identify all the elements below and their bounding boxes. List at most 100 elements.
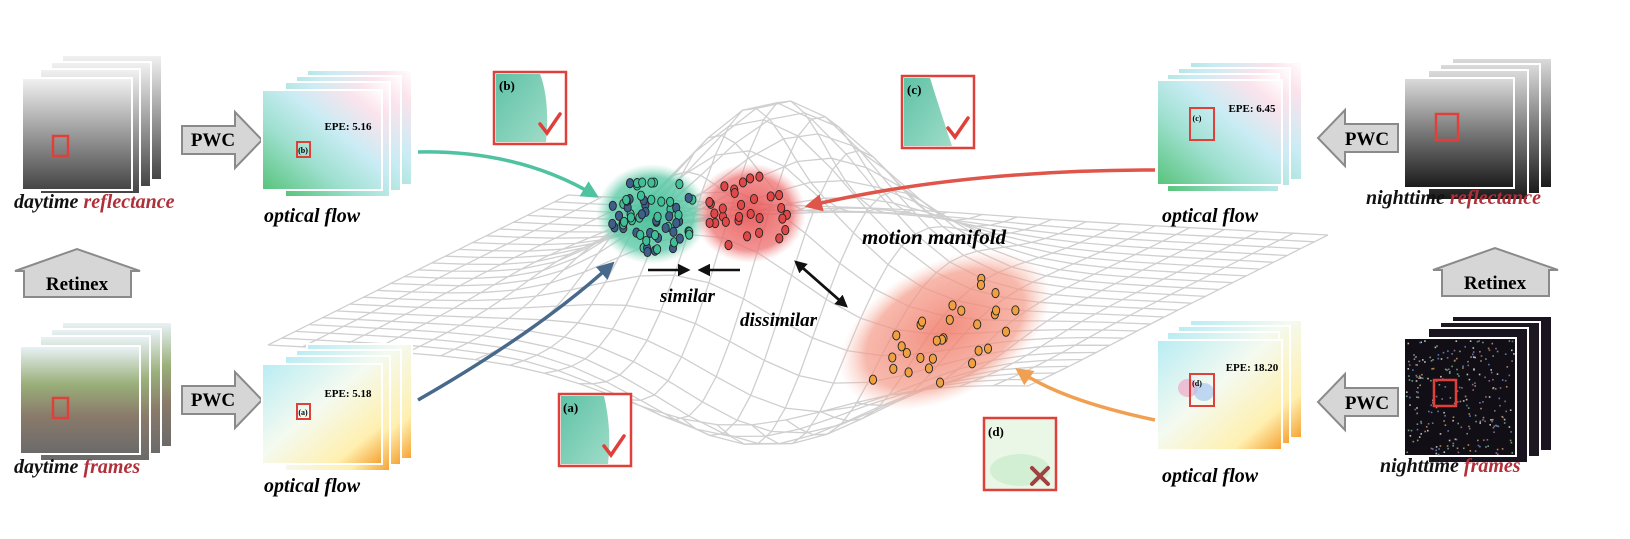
nighttime-reflectance-feature-point: [755, 227, 764, 238]
check-icon: [946, 116, 970, 140]
mesh-line: [544, 134, 845, 374]
nighttime-frames-caption: nighttime frames: [1380, 455, 1521, 477]
dissimilar-arrow-start: [794, 260, 847, 307]
daytime-feature-point: [625, 178, 635, 189]
mesh-line: [417, 119, 1179, 311]
daytime-feature-point: [636, 229, 645, 240]
zoom-patch-a: (a): [557, 392, 633, 468]
nighttime-reflectance-feature-point: [755, 213, 764, 224]
svg-text:Retinex: Retinex: [1464, 273, 1527, 294]
daytime-feature-point: [642, 235, 651, 246]
daytime-feature-point: [614, 210, 624, 221]
nighttime-frames-feature-point: [916, 352, 925, 363]
daytime-feature-point: [653, 211, 662, 222]
nighttime-reflectance-feature-point: [746, 208, 755, 220]
motion-manifold-mesh: [267, 100, 1329, 445]
nighttime-reflectance-stack: [1403, 57, 1553, 201]
nighttime-frames-feature-point: [892, 330, 901, 341]
arrow-daytime-frames-to-cluster: [417, 261, 615, 402]
pwc-arrow-top-left: PWC: [181, 109, 264, 171]
optical-flow-caption-bottom-left: optical flow: [264, 475, 361, 497]
nighttime-reflectance-feature-point: [710, 208, 719, 219]
daytime-feature-point: [638, 177, 647, 188]
arrow-daytime-reflectance-to-cluster: [417, 150, 599, 198]
nighttime-reflectance-feature-point: [746, 173, 755, 184]
nighttime-frames-feature-point: [957, 305, 966, 316]
nighttime-frames-feature-point: [968, 358, 977, 369]
daytime-feature-point: [637, 209, 646, 220]
daytime-feature-point: [666, 196, 675, 207]
nighttime-frames-feature-point: [1001, 326, 1011, 337]
arrow-nighttime-reflectance-to-cluster: [804, 168, 1156, 212]
mesh-line: [445, 100, 1206, 298]
nighttime-reflectance-feature-point: [738, 177, 748, 188]
mesh-line: [458, 112, 1219, 291]
optical-flow-caption-top-right: optical flow: [1162, 205, 1259, 227]
optical-flow-top-right: (c) EPE: 6.45: [1156, 61, 1303, 193]
nighttime-reflectance-feature-point: [720, 181, 729, 192]
optical-flow-caption-top-left: optical flow: [264, 205, 361, 227]
dissimilar-label: dissimilar: [740, 310, 818, 331]
daytime-feature-point: [622, 194, 631, 206]
nighttime-frames-feature-point: [976, 279, 986, 290]
daytime-feature-point: [657, 196, 666, 207]
nighttime-frames-feature-point: [983, 343, 993, 354]
svg-text:(c): (c): [907, 82, 921, 97]
epe-bottom-left: EPE: 5.18: [324, 388, 372, 400]
daytime-feature-point: [626, 212, 635, 223]
svg-text:PWC: PWC: [1345, 129, 1389, 150]
daytime-feature-point: [684, 192, 693, 203]
daytime-feature-point: [608, 200, 617, 211]
pwc-arrow-bottom-right: PWC: [1316, 371, 1399, 433]
daytime-frames-stack: [19, 321, 173, 462]
nighttime-frames-feature-point: [924, 363, 934, 374]
nighttime-reflectance-feature-point: [705, 217, 714, 228]
nighttime-reflectance-feature-point: [766, 191, 775, 202]
nighttime-reflectance-feature-point: [705, 197, 714, 208]
epe-top-right: EPE: 6.45: [1228, 103, 1276, 115]
motion-manifold-label: motion manifold: [862, 225, 1007, 249]
nighttime-reflectance-feature-point: [778, 213, 787, 224]
nighttime-frames-feature-point: [928, 353, 937, 364]
daytime-feature-point: [620, 216, 629, 227]
daytime-feature-point: [643, 246, 652, 258]
nighttime-reflectance-feature-point: [775, 233, 784, 244]
daytime-reflectance-stack: [21, 54, 163, 195]
daytime-feature-point: [661, 222, 670, 234]
svg-text:PWC: PWC: [191, 130, 235, 151]
daytime-frames-caption: daytime frames: [14, 456, 140, 478]
svg-text:Retinex: Retinex: [46, 274, 109, 295]
nighttime-reflectance-feature-point: [775, 190, 784, 201]
daytime-feature-point: [665, 211, 674, 222]
zoom-patch-c: (c): [900, 74, 976, 150]
svg-text:(d): (d): [1192, 379, 1202, 388]
daytime-feature-point: [650, 230, 660, 241]
daytime-feature-point: [608, 218, 617, 229]
nighttime-frames-feature-point: [904, 367, 913, 378]
daytime-feature-point: [669, 226, 678, 237]
nighttime-reflectance-feature-point: [777, 202, 786, 214]
nighttime-reflectance-feature-point: [749, 193, 759, 205]
daytime-feature-point: [675, 179, 684, 190]
check-icon: [602, 434, 626, 458]
optical-flow-top-left: (b) EPE: 5.16: [261, 69, 413, 198]
daytime-feature-point: [636, 190, 646, 201]
daytime-reflectance-crop-box: [51, 134, 70, 158]
svg-text:PWC: PWC: [191, 390, 235, 411]
nighttime-frames-feature-point: [889, 363, 898, 374]
nighttime-frames-feature-point: [932, 335, 941, 346]
epe-bottom-right: EPE: 18.20: [1226, 362, 1279, 374]
optical-flow-bottom-left: (a) EPE: 5.18: [261, 343, 413, 472]
svg-text:(b): (b): [499, 78, 515, 93]
mesh-line: [472, 133, 1233, 284]
cross-icon: [1030, 466, 1050, 486]
zoom-patch-d: (d): [982, 416, 1058, 492]
svg-text:PWC: PWC: [1345, 393, 1389, 414]
pwc-arrow-bottom-left: PWC: [181, 369, 264, 431]
svg-text:(d): (d): [988, 424, 1004, 439]
nighttime-frames-stack: [1403, 315, 1553, 464]
svg-text:(b): (b): [298, 146, 308, 155]
nighttime-frames-feature-point: [973, 319, 982, 330]
daytime-feature-point: [675, 233, 684, 244]
